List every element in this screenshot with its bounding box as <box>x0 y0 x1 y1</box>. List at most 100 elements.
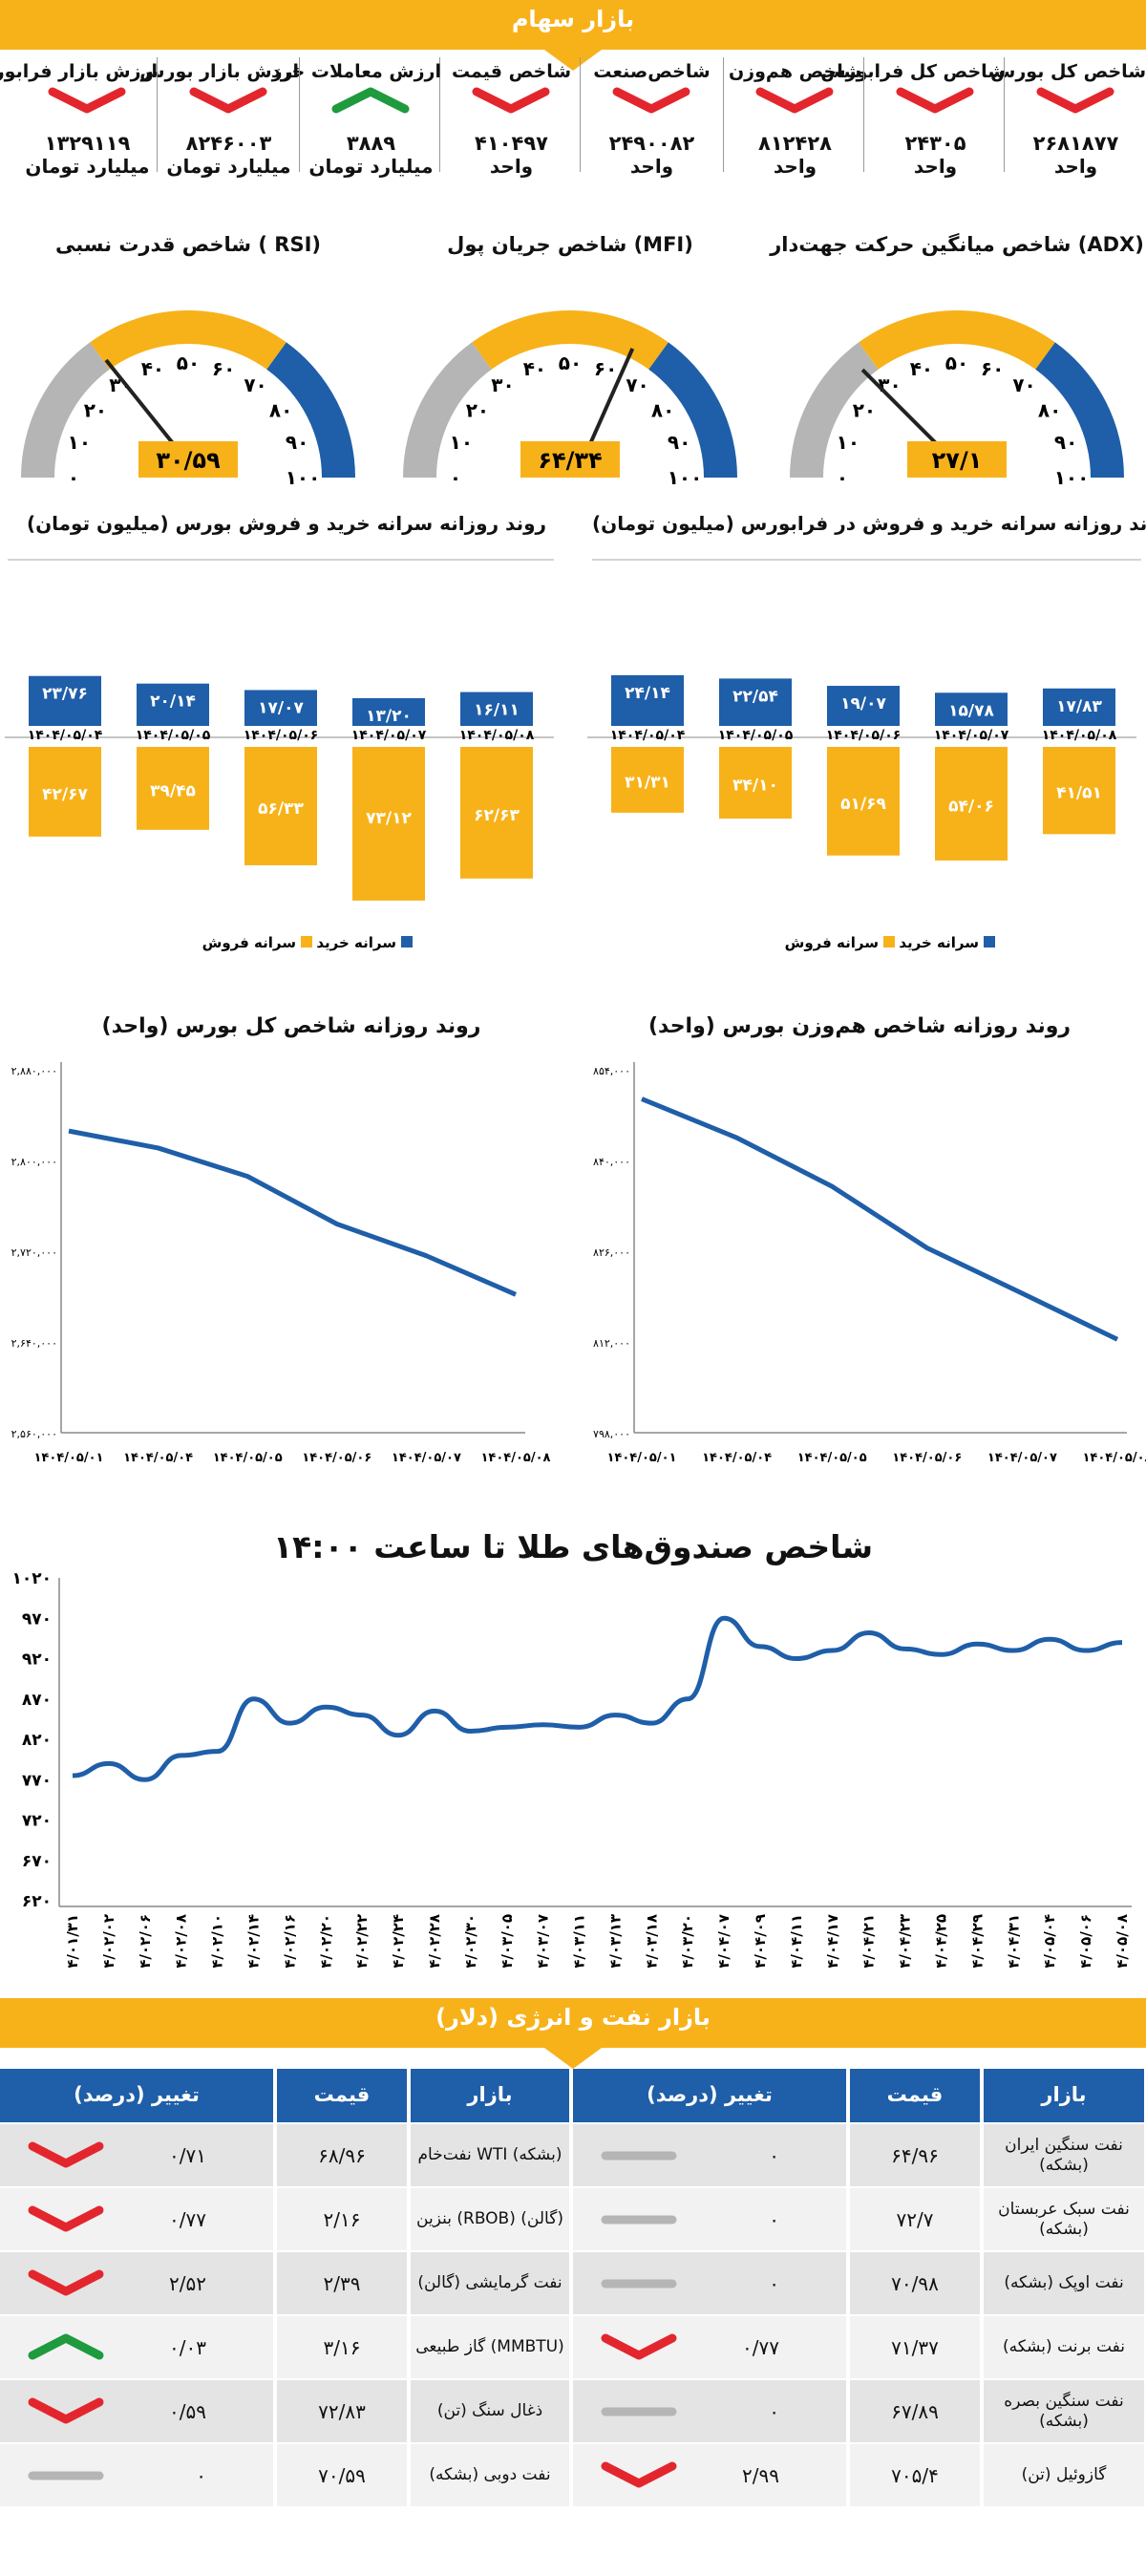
energy-row-price: ۶۷/۸۹ <box>850 2380 980 2442</box>
gauge-tick-label: ۲۰ <box>84 398 107 421</box>
gauge-tick-label: ۲۰ <box>853 398 876 421</box>
gold-y-tick: ۱۰۲۰ <box>11 1569 52 1588</box>
bar-buy-label: ۲۳/۷۶ <box>42 685 88 704</box>
stat-4: شاخص قیمت ۴۱۰۴۹۷ واحد <box>441 50 582 189</box>
gauge-tick-label: ۰ <box>450 466 461 489</box>
header-notch <box>544 50 602 71</box>
gauge-band <box>472 310 668 370</box>
energy-header-market: بازار <box>984 2069 1144 2122</box>
energy-header-price: قیمت <box>850 2069 980 2122</box>
line-x-tick: ۱۴۰۴/۰۵/۰۴ <box>702 1451 772 1465</box>
gold-x-tick: ۱۴۰۴/۰۲/۲۰ <box>317 1914 334 1968</box>
bar-buy-label: ۱۷/۸۳ <box>1056 697 1102 716</box>
legend-sell-label: سرانه فروش <box>202 934 296 951</box>
bar-buy <box>244 690 317 726</box>
bar-buy <box>460 692 533 726</box>
gauge-value-box <box>520 441 620 478</box>
gauge-title: شاخص میانگین حرکت جهت‌دار (ADX) <box>770 233 1144 256</box>
gauge-tick-label: ۷۰ <box>1012 373 1035 396</box>
trend-down-icon <box>28 2397 104 2423</box>
bar-sell <box>719 747 792 820</box>
energy-row-price: ۳/۱۶ <box>277 2316 407 2378</box>
stat-separator <box>723 57 724 172</box>
gauge-tick-label: ۵۰ <box>177 351 200 374</box>
gauge-tick-label: ۷۰ <box>626 373 648 396</box>
bar-sell-label: ۳۱/۳۱ <box>625 773 670 792</box>
trend-down-icon <box>1036 87 1114 114</box>
stat-value: ۸۱۲۴۲۸ <box>758 132 832 155</box>
stock-stats-row: شاخص کل بورس ۲۶۸۱۸۷۷ واحد شاخص کل فرابورس… <box>0 50 1146 189</box>
gauge-tick-label: ۱۰۰ <box>1054 466 1090 489</box>
bar-sell-label: ۴۱/۵۱ <box>1056 784 1102 803</box>
energy-trend <box>28 2269 104 2295</box>
gauge-tick-label: ۴۰ <box>910 357 933 380</box>
energy-header: بازار نفت و انرژی (دلار) <box>0 1998 1146 2048</box>
line-x-tick: ۱۴۰۴/۰۵/۰۸ <box>1083 1451 1146 1465</box>
stat-value: ۴۱۰۴۹۷ <box>475 132 548 155</box>
gold-y-tick: ۸۲۰ <box>22 1731 52 1750</box>
gauge-value: ۶۴/۳۴ <box>538 447 602 474</box>
gauge-band <box>859 310 1055 370</box>
energy-change-value: ۰ <box>769 2399 779 2423</box>
energy-row-name: نفت سبک عربستان (بشکه) <box>984 2188 1144 2250</box>
energy-row-change: ۰ <box>573 2188 846 2250</box>
bar-category-label: ۱۴۰۴/۰۵/۰۸ <box>1042 728 1117 743</box>
bar-buy-label: ۲۰/۱۴ <box>150 692 196 712</box>
bar-sell <box>244 747 317 865</box>
stat-label: شاخص کل فرابورس <box>820 61 1006 82</box>
energy-change-value: ۰/۷۱ <box>169 2143 206 2167</box>
energy-row-name: نفت سنگین ایران (بشکه) <box>984 2124 1144 2186</box>
energy-change-value: ۲/۵۲ <box>169 2271 206 2295</box>
gauge-tick-label: ۱۰۰ <box>286 466 321 489</box>
bar-chart-title-bourse: روند روزانه سرانه خرید و فروش بورس (میلی… <box>26 512 547 535</box>
stat-label: شاخص قیمت <box>451 61 572 82</box>
energy-row-price: ۷۱/۳۷ <box>850 2316 980 2378</box>
gauge-tick-label: ۳۰ <box>491 373 514 396</box>
gauge-title: شاخص جریان پول (MFI) <box>447 233 693 256</box>
bar-buy <box>827 686 900 726</box>
stat-value: ۱۳۲۹۱۱۹ <box>44 132 131 155</box>
gold-chart-title: شاخص صندوق‌های طلا تا ساعت ۱۴:۰۰ <box>272 1528 874 1565</box>
energy-row-name: نفت دوبی (بشکه) <box>411 2444 569 2506</box>
stat-separator <box>439 57 440 172</box>
energy-trend <box>28 2141 104 2167</box>
bar-buy-label: ۱۹/۰۷ <box>840 694 886 713</box>
trend-down-icon <box>48 87 126 114</box>
gold-x-tick: ۱۴۰۴/۰۲/۲۲ <box>353 1914 371 1968</box>
bar-buy-label: ۱۷/۰۷ <box>258 698 304 717</box>
energy-row-name: گاز طبیعی (MMBTU) <box>411 2316 569 2378</box>
trend-down-icon <box>755 87 834 114</box>
gauge-tick-label: ۰ <box>837 466 848 489</box>
line-chart-title-hamvazn: روند روزانه شاخص هم‌وزن بورس (واحد) <box>647 1014 1072 1038</box>
stat-unit: واحد <box>489 155 534 178</box>
energy-row-price: ۷۰/۹۸ <box>850 2252 980 2314</box>
stat-3: شاخص‌صنعت ۲۴۹۰۰۸۲ واحد <box>582 50 722 189</box>
line-x-tick: ۱۴۰۴/۰۵/۰۶ <box>302 1451 371 1465</box>
energy-trend <box>28 2471 104 2480</box>
stat-separator <box>157 57 158 172</box>
stat-label: شاخص کل بورس <box>990 61 1146 82</box>
stat-trend <box>472 87 550 114</box>
gold-x-tick: ۱۴۰۴/۰۲/۲۴ <box>390 1914 407 1968</box>
bar-category-label: ۱۴۰۴/۰۵/۰۷ <box>934 728 1009 743</box>
gold-y-tick: ۸۷۰ <box>22 1691 52 1710</box>
gold-y-tick: ۷۷۰ <box>22 1771 52 1790</box>
stock-market-header: بازار سهام <box>0 0 1146 50</box>
trend-down-icon <box>472 87 550 114</box>
gauge-tick-label: ۱۰ <box>837 431 860 454</box>
energy-change-value: ۰/۷۷ <box>169 2207 206 2231</box>
bar-buy <box>719 678 792 726</box>
gauge-tick-label: ۵۰ <box>945 351 968 374</box>
bar-sell-label: ۷۳/۱۲ <box>366 809 412 828</box>
energy-row-change: ۰/۰۳ <box>0 2316 273 2378</box>
stat-trend <box>331 87 410 114</box>
gold-x-tick: ۱۴۰۴/۰۳/۰۷ <box>535 1914 552 1968</box>
line-y-tick: ۸۲۶,۰۰۰ <box>593 1246 630 1259</box>
stock-market-title: بازار سهام <box>511 6 635 32</box>
stat-unit: میلیارد تومان <box>25 155 150 178</box>
energy-trend <box>28 2397 104 2423</box>
gauge-tick-label: ۰ <box>68 466 79 489</box>
line-x-tick: ۱۴۰۴/۰۵/۰۵ <box>797 1451 867 1465</box>
energy-row-change: ۰ <box>573 2380 846 2442</box>
